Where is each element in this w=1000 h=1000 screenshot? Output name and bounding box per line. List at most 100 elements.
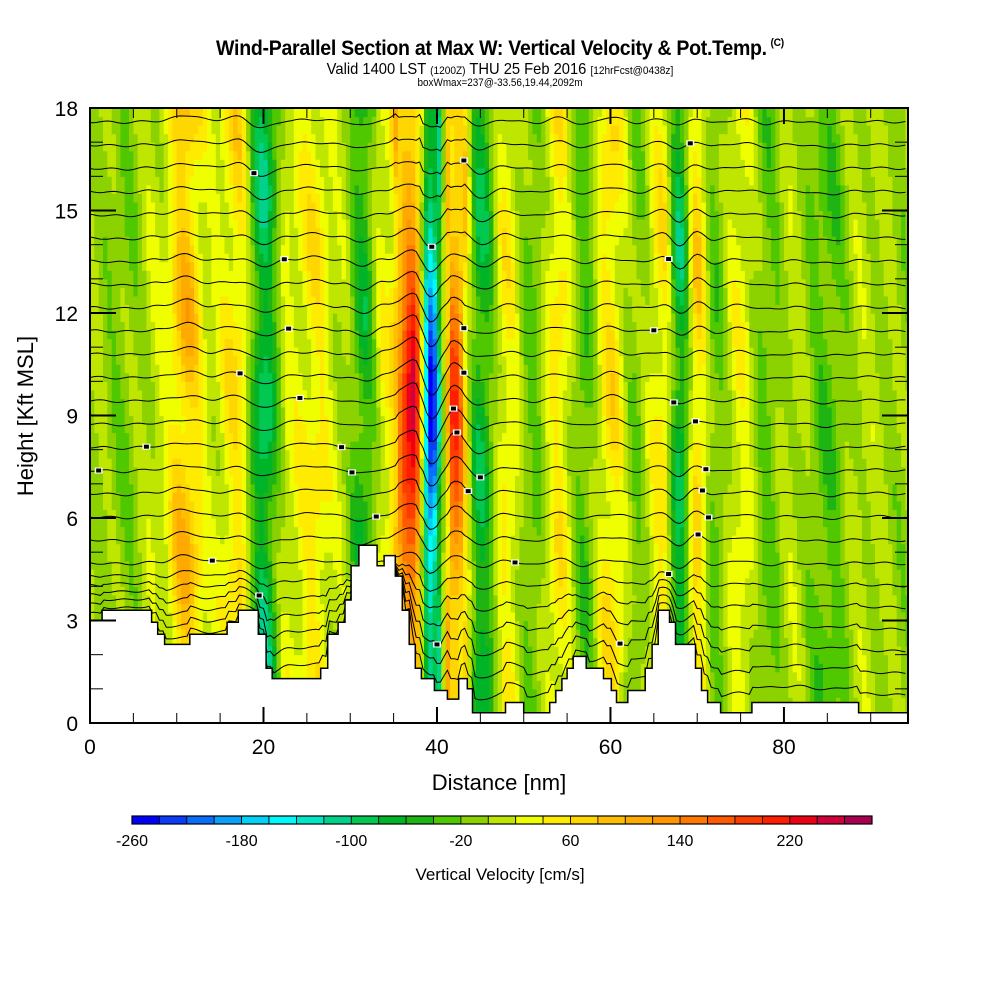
velocity-cell xyxy=(311,466,317,476)
velocity-cell xyxy=(129,116,134,126)
velocity-cell xyxy=(228,466,234,476)
velocity-cell xyxy=(358,287,364,297)
velocity-cell xyxy=(228,244,234,254)
velocity-cell xyxy=(259,116,265,126)
velocity-cell xyxy=(298,347,304,357)
velocity-cell xyxy=(289,116,295,126)
velocity-cell xyxy=(133,253,139,263)
velocity-cell xyxy=(220,210,225,220)
velocity-cell xyxy=(185,167,191,177)
velocity-cell xyxy=(341,483,347,493)
velocity-cell xyxy=(241,543,247,553)
velocity-cell xyxy=(133,347,139,357)
velocity-cell xyxy=(198,210,204,220)
velocity-cell xyxy=(328,449,334,459)
velocity-cell xyxy=(159,458,165,468)
velocity-cell xyxy=(298,133,304,143)
velocity-cell xyxy=(98,184,104,194)
velocity-cell xyxy=(150,483,156,493)
velocity-cell xyxy=(189,253,195,263)
velocity-cell xyxy=(337,108,343,118)
velocity-cell xyxy=(215,586,221,596)
velocity-cell xyxy=(363,321,369,331)
velocity-cell xyxy=(298,202,304,212)
velocity-cell xyxy=(345,202,351,212)
velocity-cell xyxy=(285,432,291,442)
velocity-cell xyxy=(137,125,143,135)
velocity-cell xyxy=(250,236,256,246)
velocity-cell xyxy=(107,577,113,587)
velocity-cell xyxy=(302,441,308,451)
velocity-cell xyxy=(328,483,334,493)
velocity-cell xyxy=(267,347,273,357)
velocity-cell xyxy=(250,466,256,476)
velocity-cell xyxy=(189,125,195,135)
velocity-cell xyxy=(224,210,230,220)
velocity-cell xyxy=(267,261,273,271)
velocity-cell xyxy=(267,560,273,570)
velocity-cell xyxy=(228,458,234,468)
velocity-cell xyxy=(220,398,225,408)
velocity-cell xyxy=(311,398,317,408)
velocity-cell xyxy=(259,475,265,485)
velocity-cell xyxy=(311,372,317,382)
velocity-cell xyxy=(337,603,343,613)
velocity-cell xyxy=(116,176,121,186)
velocity-cell xyxy=(185,176,191,186)
velocity-cell xyxy=(306,407,312,417)
velocity-cell xyxy=(302,330,308,340)
velocity-cell xyxy=(181,381,186,391)
velocity-cell xyxy=(254,449,260,459)
velocity-cell xyxy=(107,108,113,118)
velocity-cell xyxy=(324,108,330,118)
velocity-cell xyxy=(363,150,369,160)
velocity-cell xyxy=(267,535,273,545)
velocity-cell xyxy=(111,133,117,143)
velocity-cell xyxy=(202,372,208,382)
velocity-cell xyxy=(332,518,338,528)
velocity-cell xyxy=(376,466,382,476)
velocity-cell xyxy=(133,227,139,237)
velocity-cell xyxy=(324,278,330,288)
velocity-cell xyxy=(137,167,143,177)
velocity-cell xyxy=(94,159,100,169)
velocity-cell xyxy=(319,108,325,118)
velocity-cell xyxy=(263,543,269,553)
velocity-cell xyxy=(272,295,278,305)
velocity-cell xyxy=(293,518,299,528)
velocity-cell xyxy=(341,295,347,305)
velocity-cell xyxy=(272,509,278,519)
velocity-cell xyxy=(159,150,165,160)
velocity-cell xyxy=(380,500,386,510)
velocity-cell xyxy=(263,116,269,126)
velocity-cell xyxy=(224,347,230,357)
velocity-cell xyxy=(189,620,195,630)
velocity-cell xyxy=(185,295,191,305)
velocity-cell xyxy=(358,475,364,485)
velocity-cell xyxy=(124,261,130,271)
velocity-cell xyxy=(98,407,104,417)
velocity-cell xyxy=(116,313,121,323)
velocity-cell xyxy=(380,142,386,152)
velocity-cell xyxy=(241,458,247,468)
velocity-cell xyxy=(202,449,208,459)
velocity-cell xyxy=(168,176,173,186)
velocity-cell xyxy=(194,244,199,254)
velocity-cell xyxy=(215,330,221,340)
velocity-cell xyxy=(324,629,330,639)
velocity-cell xyxy=(198,244,204,254)
velocity-cell xyxy=(189,116,195,126)
velocity-cell xyxy=(259,492,265,502)
velocity-cell xyxy=(146,535,152,545)
velocity-cell xyxy=(133,492,139,502)
velocity-cell xyxy=(332,270,338,280)
velocity-cell xyxy=(254,355,260,365)
velocity-cell xyxy=(189,458,195,468)
velocity-cell xyxy=(220,569,225,579)
velocity-cell xyxy=(146,244,152,254)
velocity-cell xyxy=(272,133,278,143)
velocity-cell xyxy=(350,287,356,297)
velocity-cell xyxy=(150,569,156,579)
velocity-cell xyxy=(263,330,269,340)
velocity-cell xyxy=(289,518,295,528)
